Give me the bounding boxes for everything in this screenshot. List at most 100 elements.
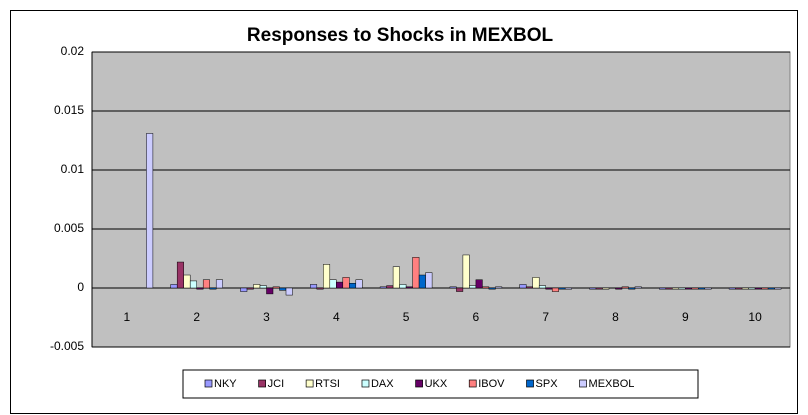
bar [412,257,420,289]
bar [355,279,363,289]
bar [728,287,736,290]
y-tick-label: -0.005 [50,339,84,353]
bar [748,287,756,290]
bar [741,287,749,290]
legend-swatch [579,379,587,388]
bar [392,266,400,289]
bar [462,254,470,289]
legend-label: SPX [536,378,559,390]
bar [215,279,223,289]
bar [761,287,769,290]
legend-box [182,369,699,399]
bar [209,287,217,290]
bar [425,272,433,289]
legend-swatch [204,379,213,388]
bar [558,287,566,290]
chart-title: Responses to Shocks in MEXBOL [247,25,554,46]
legend-label: UKX [425,378,448,390]
bar [678,287,686,290]
bar [240,287,248,292]
y-tick-label: 0.005 [54,221,84,235]
bar [691,287,699,290]
y-tick-label: 0 [77,280,84,294]
legend-swatch [415,379,423,388]
bar [628,287,636,290]
x-tick-label: 1 [124,310,131,324]
bar [379,286,387,289]
bar [482,286,490,289]
bar [170,284,178,289]
bar [475,279,483,289]
bar [279,287,287,291]
bar [672,287,680,290]
bar [589,287,597,290]
legend-label: NKY [214,378,237,390]
x-tick-label: 6 [473,310,480,324]
bar [665,287,673,290]
y-tick-label: 0.02 [61,44,85,58]
x-tick-label: 10 [748,310,762,324]
bar [621,286,629,289]
bar [399,284,407,289]
bar [183,274,191,289]
legend-label: IBOV [478,378,505,390]
legend-label: MEXBOL [589,378,635,390]
bar [774,287,782,290]
legend-swatch [258,379,266,388]
x-tick-label: 4 [333,310,340,324]
bar [456,287,464,292]
x-tick-label: 9 [682,310,689,324]
x-tick-label: 8 [612,310,619,324]
bar [449,286,457,289]
legend-swatch [305,379,314,388]
bar [754,287,762,290]
bar [685,287,693,290]
bar [272,286,280,289]
x-tick-label: 2 [193,310,200,324]
x-tick-label: 5 [403,310,410,324]
bar [495,286,503,289]
x-tick-label: 3 [263,310,270,324]
bar [418,274,426,289]
bar [735,287,743,290]
bar [525,286,533,289]
bar [349,283,357,289]
bar [310,284,318,289]
legend-swatch [468,379,477,388]
bar [659,287,667,290]
bar [698,287,706,290]
bar [704,287,712,290]
bar [266,287,274,295]
bar [342,277,350,289]
bar [285,287,293,296]
bar [551,287,559,292]
bar [469,285,477,289]
legend-label: RTSI [315,378,340,390]
x-tick-label: 7 [542,310,549,324]
bar [259,285,267,289]
bar [545,287,553,290]
bar [595,287,603,290]
bar [488,287,496,290]
bar [336,281,344,289]
bar [316,287,324,290]
y-tick-label: 0.01 [61,162,85,176]
bar [634,286,642,289]
bar [246,287,254,290]
plot-area [91,51,791,348]
bar [532,277,540,289]
y-tick-label: 0.015 [54,103,84,117]
bar [564,287,572,290]
bar [405,286,413,289]
bar [253,284,261,289]
bar [602,287,610,290]
bar [767,287,775,290]
bar [329,279,337,289]
legend-label: DAX [371,378,394,390]
bar [386,285,394,289]
bar [146,133,154,289]
bar [202,279,210,289]
bar [519,284,527,289]
bar [196,287,204,290]
